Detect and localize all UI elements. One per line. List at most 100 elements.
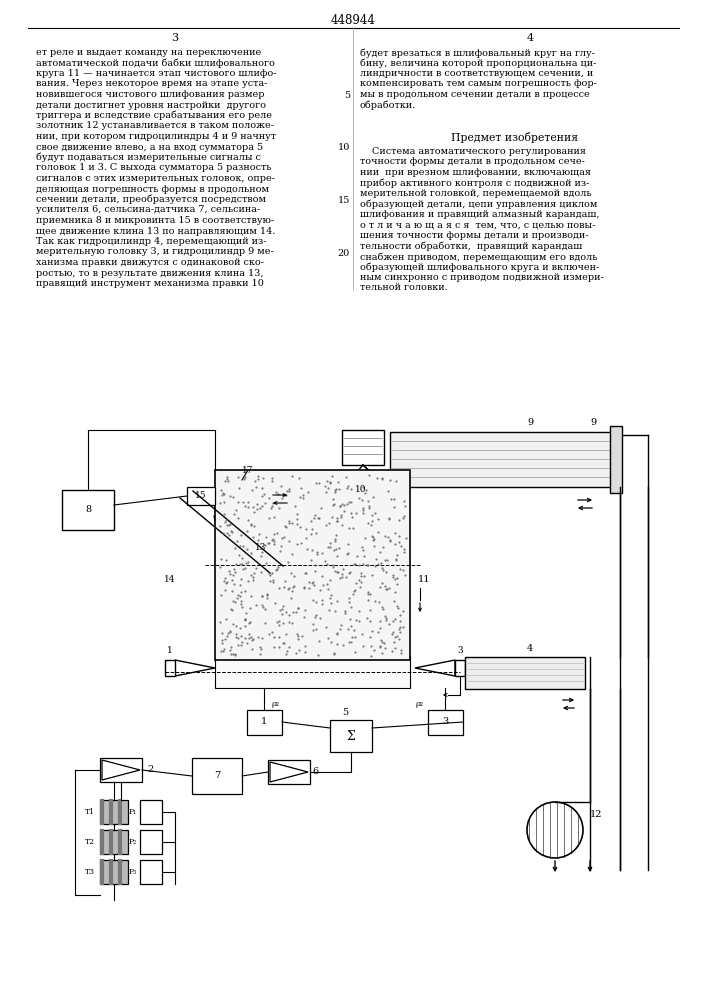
Text: будут подаваться измерительные сигналы с: будут подаваться измерительные сигналы с <box>36 153 261 162</box>
Text: Так как гидроцилиндр 4, перемещающий из-: Так как гидроцилиндр 4, перемещающий из- <box>36 237 267 246</box>
Text: 5: 5 <box>344 91 350 100</box>
Text: автоматической подачи бабки шлифовального: автоматической подачи бабки шлифовальног… <box>36 58 275 68</box>
Text: T3: T3 <box>85 868 95 876</box>
Text: ет реле и выдает команду на переключение: ет реле и выдает команду на переключение <box>36 48 262 57</box>
Polygon shape <box>175 660 215 676</box>
Text: 1: 1 <box>261 718 267 726</box>
Text: 14: 14 <box>163 575 175 584</box>
Bar <box>140 860 162 884</box>
Text: P₂: P₂ <box>129 838 137 846</box>
Text: точности формы детали в продольном сече-: точности формы детали в продольном сече- <box>360 157 585 166</box>
Text: ным синхронно с приводом подвижной измери-: ным синхронно с приводом подвижной измер… <box>360 273 604 282</box>
Text: 11: 11 <box>418 576 431 584</box>
Polygon shape <box>268 760 310 784</box>
Text: мерительную головку 3, и гидроцилиндр 9 ме-: мерительную головку 3, и гидроцилиндр 9 … <box>36 247 274 256</box>
Text: нии  при врезном шлифовании, включающая: нии при врезном шлифовании, включающая <box>360 168 591 177</box>
Text: ρ₂: ρ₂ <box>415 700 423 708</box>
Text: сигналов с этих измерительных головок, опре-: сигналов с этих измерительных головок, о… <box>36 174 275 183</box>
Text: P₃: P₃ <box>129 868 137 876</box>
Polygon shape <box>165 660 175 676</box>
Polygon shape <box>415 660 455 676</box>
Text: 3: 3 <box>442 718 448 726</box>
Text: нии, при котором гидроцилиндры 4 и 9 начнут: нии, при котором гидроцилиндры 4 и 9 нач… <box>36 132 276 141</box>
Text: 6: 6 <box>312 768 318 776</box>
Text: Система автоматического регулирования: Система автоматического регулирования <box>360 147 586 156</box>
Text: шения точности формы детали и производи-: шения точности формы детали и производи- <box>360 231 588 240</box>
Text: 4: 4 <box>527 33 534 43</box>
Text: детали достигнет уровня настройки  другого: детали достигнет уровня настройки другог… <box>36 101 266 109</box>
Bar <box>215 470 410 660</box>
Bar <box>187 487 215 505</box>
Text: 1: 1 <box>167 646 173 655</box>
Text: T1: T1 <box>85 808 95 816</box>
Bar <box>330 720 372 752</box>
Text: правящий инструмент механизма правки 10: правящий инструмент механизма правки 10 <box>36 279 264 288</box>
Bar <box>192 758 242 794</box>
Text: ростью, то в результате движения клина 13,: ростью, то в результате движения клина 1… <box>36 268 264 277</box>
Text: о т л и ч а ю щ а я с я  тем, что, с целью повы-: о т л и ч а ю щ а я с я тем, что, с цель… <box>360 221 595 230</box>
Text: 9: 9 <box>590 418 596 427</box>
Bar <box>428 710 463 735</box>
Text: круга 11 — начинается этап чистового шлифо-: круга 11 — начинается этап чистового шли… <box>36 69 276 78</box>
Text: Предмет изобретения: Предмет изобретения <box>452 132 578 143</box>
Text: золотник 12 устанавливается в таком положе-: золотник 12 устанавливается в таком поло… <box>36 121 274 130</box>
Bar <box>247 710 282 735</box>
Text: компенсировать тем самым погрешность фор-: компенсировать тем самым погрешность фор… <box>360 80 597 89</box>
Text: приемника 8 и микровинта 15 в соответствую-: приемника 8 и микровинта 15 в соответств… <box>36 216 274 225</box>
Text: обработки.: обработки. <box>360 101 416 110</box>
Text: вания. Через некоторое время на этапе уста-: вания. Через некоторое время на этапе ус… <box>36 80 267 89</box>
Text: линдричности в соответствующем сечении, и: линдричности в соответствующем сечении, … <box>360 69 593 78</box>
Text: 10: 10 <box>355 486 366 494</box>
Text: сечении детали, преобразуется посредством: сечении детали, преобразуется посредство… <box>36 195 266 205</box>
Text: бину, величина которой пропорциональна ци-: бину, величина которой пропорциональна ц… <box>360 58 597 68</box>
Bar <box>610 426 622 493</box>
Text: ρ₂: ρ₂ <box>272 700 280 708</box>
Polygon shape <box>100 758 142 782</box>
Text: 15: 15 <box>195 491 207 500</box>
Text: ханизма правки движутся с одинаковой ско-: ханизма правки движутся с одинаковой ско… <box>36 258 264 267</box>
Bar <box>390 432 620 487</box>
Text: 15: 15 <box>338 196 350 205</box>
Text: 3: 3 <box>171 33 179 43</box>
Bar <box>342 430 384 465</box>
Text: T2: T2 <box>85 838 95 846</box>
Bar <box>100 830 128 854</box>
Bar <box>100 800 128 824</box>
Text: 12: 12 <box>590 810 602 819</box>
Text: триггера и вследствие срабатывания его реле: триггера и вследствие срабатывания его р… <box>36 111 272 120</box>
Text: прибор активного контроля с подвижной из-: прибор активного контроля с подвижной из… <box>360 178 590 188</box>
Text: 4: 4 <box>527 644 533 653</box>
Text: 10: 10 <box>338 143 350 152</box>
Text: усилителя 6, сельсина-датчика 7, сельсина-: усилителя 6, сельсина-датчика 7, сельсин… <box>36 206 260 215</box>
Text: Σ: Σ <box>346 730 356 742</box>
Text: 448944: 448944 <box>331 14 375 27</box>
Bar <box>100 860 128 884</box>
Polygon shape <box>214 516 260 540</box>
Text: 8: 8 <box>85 506 91 514</box>
Text: шлифования и правящий алмазный карандаш,: шлифования и правящий алмазный карандаш, <box>360 210 600 219</box>
Text: 9: 9 <box>527 418 533 427</box>
Text: 20: 20 <box>338 248 350 257</box>
Text: щее движение клина 13 по направляющим 14.: щее движение клина 13 по направляющим 14… <box>36 227 275 235</box>
Text: мы в продольном сечении детали в процессе: мы в продольном сечении детали в процесс… <box>360 90 590 99</box>
Text: свое движение влево, а на вход сумматора 5: свое движение влево, а на вход сумматора… <box>36 142 263 151</box>
Bar <box>215 656 410 688</box>
Polygon shape <box>455 660 465 676</box>
Bar <box>140 800 162 824</box>
Text: новившегося чистового шлифования размер: новившегося чистового шлифования размер <box>36 90 264 99</box>
Text: P₁: P₁ <box>129 808 137 816</box>
Text: 3: 3 <box>457 646 463 655</box>
Text: деляющая погрешность формы в продольном: деляющая погрешность формы в продольном <box>36 184 269 194</box>
Bar <box>62 490 114 530</box>
Text: мерительной головкой, перемещаемой вдоль: мерительной головкой, перемещаемой вдоль <box>360 189 592 198</box>
Text: 7: 7 <box>214 772 220 780</box>
Text: 13: 13 <box>255 543 267 552</box>
Text: будет врезаться в шлифовальный круг на глу-: будет врезаться в шлифовальный круг на г… <box>360 48 595 57</box>
Text: 17: 17 <box>242 466 254 475</box>
Text: 5: 5 <box>342 708 348 717</box>
Text: 2: 2 <box>147 766 153 774</box>
Bar <box>140 830 162 854</box>
Text: образующей детали, цепи управления циклом: образующей детали, цепи управления цикло… <box>360 200 597 209</box>
Text: снабжен приводом, перемещающим его вдоль: снабжен приводом, перемещающим его вдоль <box>360 252 597 261</box>
Text: образующей шлифовального круга и включен-: образующей шлифовального круга и включен… <box>360 262 600 272</box>
